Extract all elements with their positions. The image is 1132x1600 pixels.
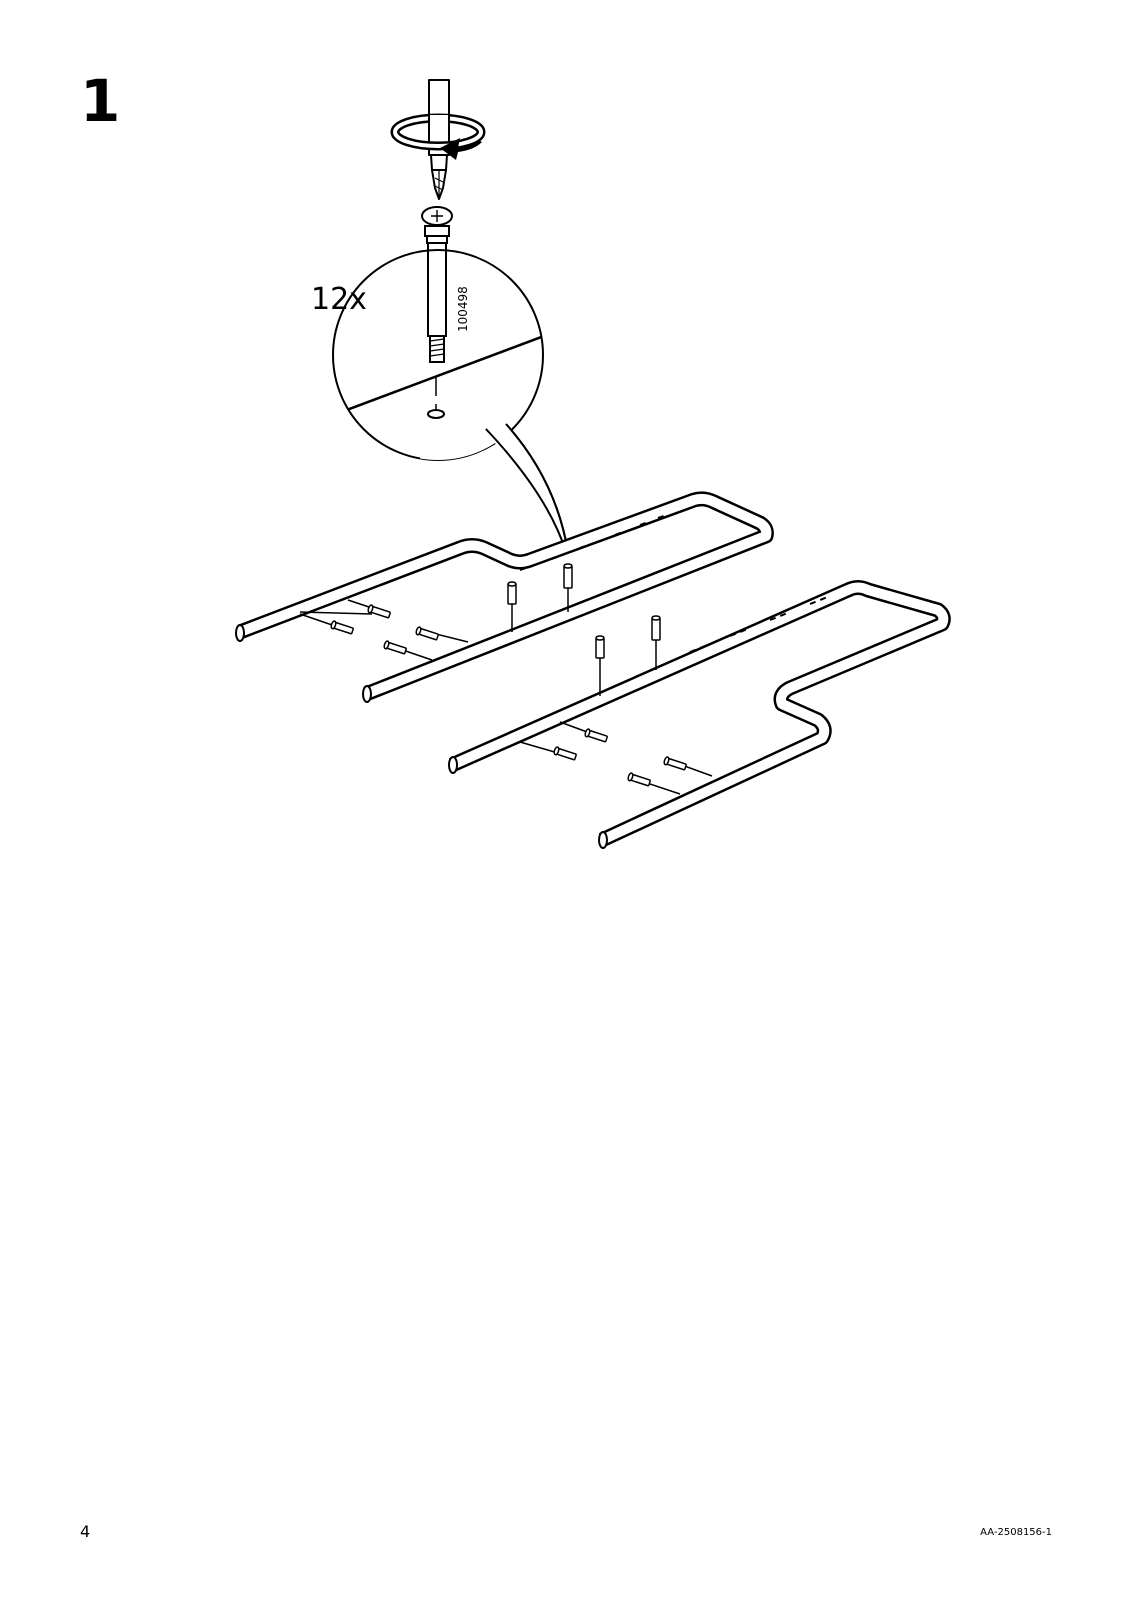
screw-icon: [367, 604, 391, 619]
lower-frame: [448, 580, 951, 849]
screw-icon: [595, 635, 605, 659]
quantity-label: 12x: [311, 282, 367, 317]
screw-icon: [553, 746, 577, 761]
screwdriver-icon: [428, 79, 450, 200]
rotation-arrow-icon: [390, 112, 486, 160]
screw-icon: [507, 581, 517, 605]
screw-icon: [421, 206, 453, 363]
upper-frame: [235, 491, 774, 703]
guide-lines: [299, 588, 713, 795]
screw-icon: [584, 728, 608, 743]
screw-icon: [330, 620, 354, 635]
screw-icon: [415, 626, 439, 641]
document-code: AA-2508156-1: [980, 1527, 1052, 1538]
step-number: 1: [80, 67, 121, 135]
frame-screws: [330, 563, 687, 787]
part-number-label: 100498: [456, 286, 470, 332]
screw-icon: [651, 615, 661, 641]
screw-icon: [383, 640, 407, 655]
screw-icon: [563, 563, 573, 589]
screw-icon: [627, 772, 651, 787]
page-number: 4: [80, 1522, 91, 1541]
screw-icon: [663, 756, 687, 771]
